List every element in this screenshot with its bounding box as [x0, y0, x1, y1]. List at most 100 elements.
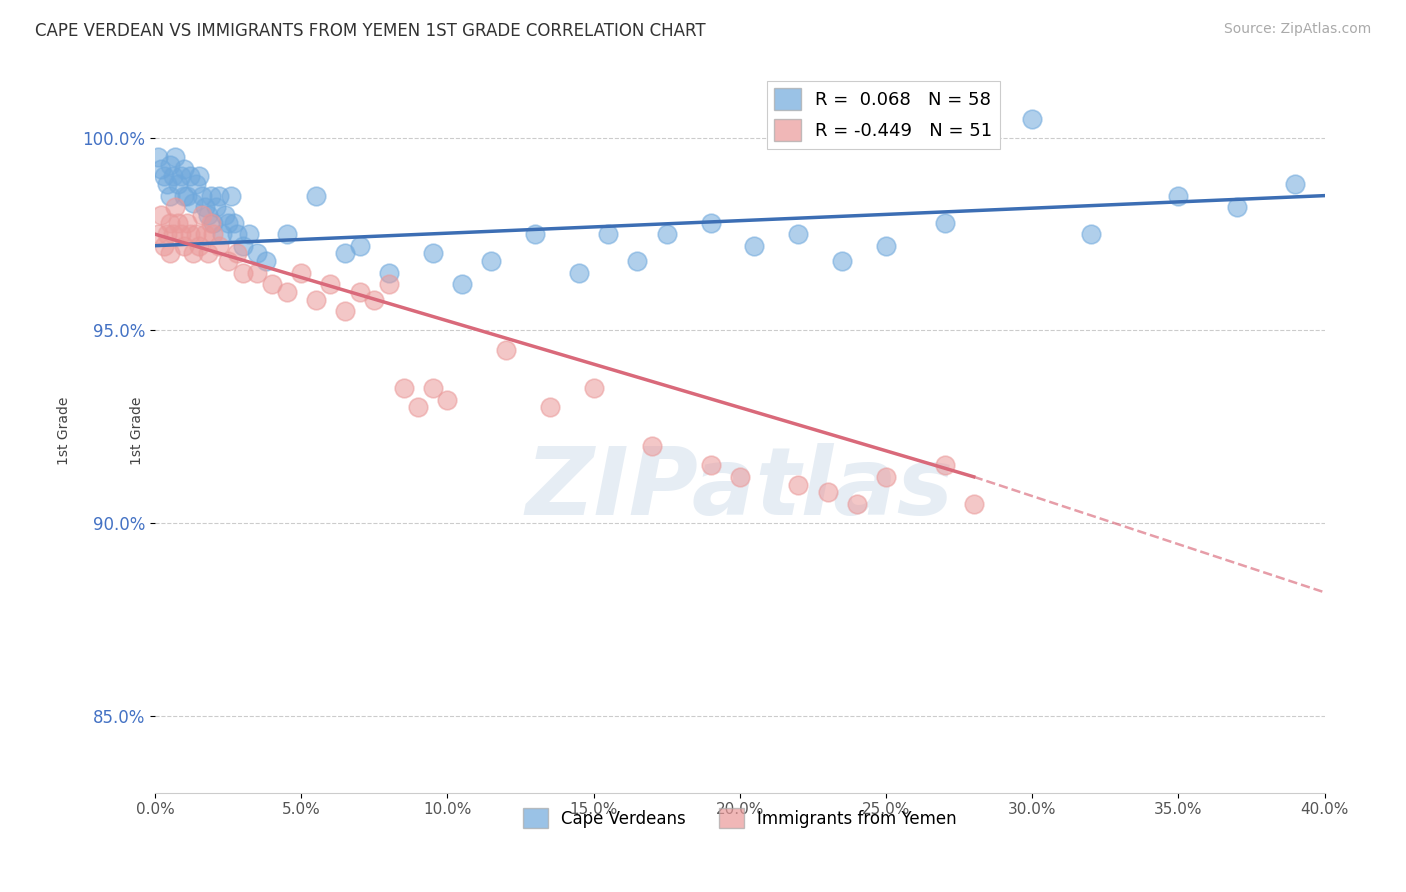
Point	[787, 227, 810, 241]
Point	[232, 238, 254, 252]
Point	[787, 477, 810, 491]
Point	[1167, 188, 1189, 202]
Point	[191, 188, 214, 202]
Point	[699, 458, 721, 473]
Point	[219, 188, 242, 202]
Point	[149, 208, 172, 222]
Legend: Cape Verdeans, Immigrants from Yemen: Cape Verdeans, Immigrants from Yemen	[516, 801, 963, 835]
Point	[246, 246, 269, 260]
Point	[232, 266, 254, 280]
Point	[173, 238, 195, 252]
Point	[165, 150, 187, 164]
Point	[159, 246, 181, 260]
Point	[246, 266, 269, 280]
Point	[156, 177, 179, 191]
Point	[194, 200, 217, 214]
Point	[179, 227, 201, 241]
Point	[184, 227, 207, 241]
Point	[479, 254, 502, 268]
Point	[225, 246, 247, 260]
Point	[744, 238, 766, 252]
Point	[202, 227, 225, 241]
Text: ZIPatlas: ZIPatlas	[526, 442, 953, 534]
Point	[179, 169, 201, 184]
Point	[225, 227, 247, 241]
Point	[363, 293, 385, 307]
Point	[598, 227, 620, 241]
Point	[641, 439, 664, 453]
Point	[208, 238, 231, 252]
Point	[181, 246, 204, 260]
Point	[875, 238, 897, 252]
Point	[197, 246, 219, 260]
Point	[378, 277, 401, 292]
Point	[173, 188, 195, 202]
Point	[875, 470, 897, 484]
Point	[152, 238, 174, 252]
Point	[934, 458, 956, 473]
Point	[217, 216, 239, 230]
Y-axis label: 1st Grade: 1st Grade	[58, 396, 72, 465]
Point	[349, 238, 371, 252]
Point	[845, 497, 868, 511]
Point	[254, 254, 277, 268]
Point	[305, 293, 328, 307]
Point	[1080, 227, 1102, 241]
Point	[200, 188, 222, 202]
Point	[333, 304, 356, 318]
Point	[728, 470, 751, 484]
Point	[238, 227, 260, 241]
Point	[170, 169, 193, 184]
Point	[290, 266, 312, 280]
Point	[211, 227, 233, 241]
Point	[165, 200, 187, 214]
Point	[208, 188, 231, 202]
Point	[184, 177, 207, 191]
Point	[436, 392, 458, 407]
Point	[1021, 112, 1043, 126]
Point	[176, 188, 198, 202]
Point	[181, 196, 204, 211]
Point	[159, 188, 181, 202]
Point	[173, 161, 195, 176]
Point	[568, 266, 591, 280]
Point	[1226, 200, 1249, 214]
Point	[817, 485, 839, 500]
Point	[162, 169, 184, 184]
Point	[156, 227, 179, 241]
Text: Source: ZipAtlas.com: Source: ZipAtlas.com	[1223, 22, 1371, 37]
Point	[1284, 177, 1306, 191]
Point	[162, 227, 184, 241]
Point	[524, 227, 547, 241]
Point	[495, 343, 517, 357]
Point	[655, 227, 678, 241]
Point	[260, 277, 283, 292]
Point	[276, 227, 298, 241]
Point	[191, 208, 214, 222]
Point	[205, 200, 228, 214]
Point	[187, 238, 209, 252]
Point	[699, 216, 721, 230]
Point	[170, 227, 193, 241]
Point	[149, 161, 172, 176]
Point	[176, 216, 198, 230]
Point	[378, 266, 401, 280]
Point	[187, 169, 209, 184]
Point	[159, 216, 181, 230]
Point	[333, 246, 356, 260]
Point	[146, 150, 169, 164]
Point	[422, 246, 444, 260]
Point	[392, 381, 415, 395]
Point	[626, 254, 648, 268]
Point	[349, 285, 371, 299]
Point	[159, 158, 181, 172]
Point	[319, 277, 342, 292]
Point	[152, 169, 174, 184]
Point	[538, 401, 561, 415]
Point	[422, 381, 444, 395]
Point	[406, 401, 429, 415]
Point	[146, 227, 169, 241]
Point	[963, 497, 986, 511]
Point	[451, 277, 474, 292]
Point	[276, 285, 298, 299]
